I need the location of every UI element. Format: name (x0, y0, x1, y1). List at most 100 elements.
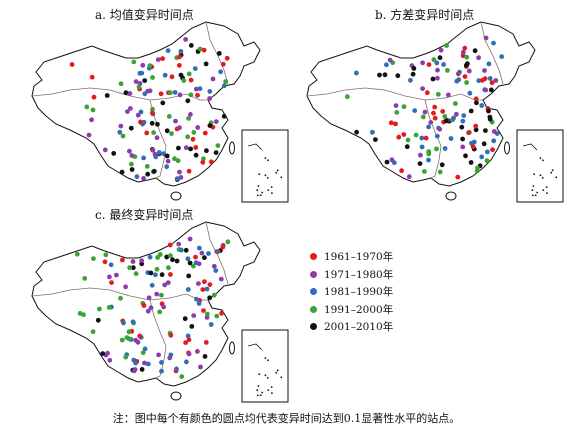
station-dot (139, 367, 145, 372)
station-dot (161, 151, 167, 157)
panel-b-title: b. 方差变异时间点 (375, 8, 475, 22)
inset-box (241, 129, 289, 203)
station-dot (207, 295, 213, 301)
station-dot (154, 266, 160, 272)
station-dot (125, 109, 130, 114)
station-dot (155, 121, 160, 127)
station-dot (428, 120, 434, 125)
station-dot (150, 75, 155, 80)
inset-island (264, 357, 267, 359)
station-dot (119, 337, 125, 343)
station-dot (169, 74, 175, 80)
station-dot (223, 79, 229, 84)
station-dot (168, 253, 173, 258)
legend-item-1971-1980: 1971–1980年 (310, 266, 393, 284)
station-dot (202, 279, 207, 285)
inset-island (275, 371, 278, 374)
station-dot (411, 66, 417, 71)
station-dot (435, 67, 440, 73)
inset-island (264, 374, 267, 377)
station-dot (404, 144, 410, 150)
station-dot (157, 309, 163, 315)
station-dot (156, 352, 162, 358)
station-dot (213, 150, 219, 156)
station-dot (373, 137, 378, 142)
station-dot (489, 80, 495, 86)
station-dot (127, 91, 133, 96)
inset-island (550, 171, 553, 174)
station-dot (107, 274, 112, 280)
station-dot (140, 62, 146, 68)
station-dot (442, 114, 448, 119)
inset-island (271, 392, 273, 394)
station-dot (196, 281, 201, 286)
station-dot (455, 174, 461, 180)
station-dot (488, 87, 494, 93)
station-dot (211, 263, 217, 269)
station-dot (474, 100, 479, 106)
station-dot (166, 114, 172, 119)
station-dot (126, 336, 132, 342)
station-dot (169, 131, 174, 136)
station-dot (487, 114, 493, 120)
station-dot (460, 144, 466, 150)
legend-label: 1971–1980年 (324, 268, 394, 281)
station-dot (165, 280, 171, 286)
station-dot (457, 69, 462, 75)
station-dot (129, 153, 135, 158)
station-dot (145, 171, 151, 177)
legend-dot-icon (310, 253, 317, 261)
region-boundary (424, 99, 442, 179)
station-dot (432, 104, 438, 110)
inset-coastline (522, 143, 538, 151)
station-dot (395, 73, 401, 79)
station-dot (119, 169, 125, 175)
station-dot (142, 360, 147, 366)
station-dot (127, 148, 132, 154)
legend-item-1981-1990: 1981–1990年 (310, 283, 393, 301)
station-dot (164, 254, 170, 260)
station-dot (481, 141, 487, 147)
station-dot (157, 252, 163, 257)
station-dot (118, 123, 124, 129)
station-dot (475, 165, 480, 171)
station-dot (446, 92, 451, 98)
station-dot (103, 252, 109, 258)
station-dot (174, 176, 180, 182)
station-dot (148, 305, 154, 311)
station-dot (186, 116, 192, 121)
station-dot (177, 125, 182, 131)
station-dot (133, 271, 139, 277)
station-dot (423, 135, 429, 141)
station-dot (183, 340, 189, 345)
inset-island (542, 189, 545, 192)
station-dot (204, 311, 210, 317)
station-dot (139, 70, 145, 76)
station-dot (128, 106, 133, 111)
station-dot (174, 366, 179, 372)
station-dot (437, 169, 443, 175)
station-dot (476, 78, 482, 84)
inset-island (259, 394, 262, 397)
panel-c-title: c. 最终变异时间点 (95, 208, 194, 222)
station-dot (118, 295, 123, 301)
station-dot (90, 107, 96, 113)
station-dot (172, 156, 177, 162)
station-dot (177, 169, 182, 175)
inset-island (261, 391, 264, 394)
station-dot (462, 74, 468, 79)
station-dot (105, 350, 110, 356)
station-dot (152, 151, 158, 157)
inset-island (555, 176, 558, 179)
station-dot (176, 241, 182, 247)
station-dot (222, 83, 227, 89)
station-dot (354, 70, 359, 76)
station-dot (483, 87, 489, 93)
station-dot (196, 261, 202, 267)
inset-island (266, 377, 269, 379)
inset-island (264, 174, 267, 177)
island-outline (504, 141, 510, 155)
station-dot (220, 244, 226, 250)
station-dot (176, 145, 181, 151)
station-dot (194, 296, 199, 302)
